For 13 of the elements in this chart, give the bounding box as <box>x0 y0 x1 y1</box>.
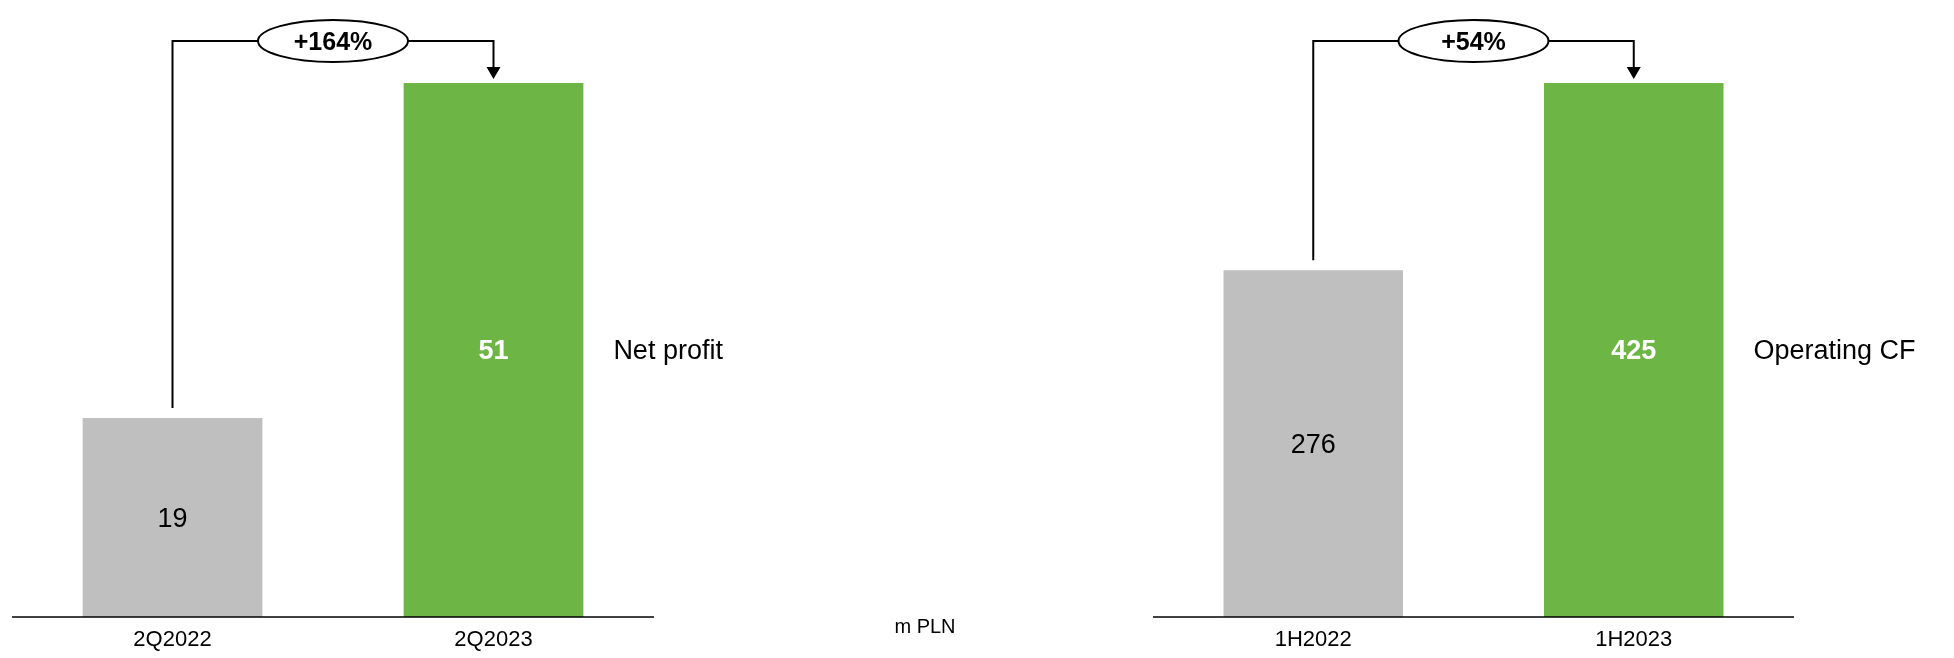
data-label: 425 <box>1611 335 1657 365</box>
series-label: Operating CF <box>1753 335 1916 365</box>
x-tick-label: 1H2023 <box>1595 625 1673 651</box>
data-label: 19 <box>157 502 188 533</box>
x-tick-label: 1H2022 <box>1274 625 1352 651</box>
x-tick-label: 2Q2022 <box>133 625 212 651</box>
text: +54% <box>1441 27 1506 55</box>
x-tick-label: 2Q2023 <box>454 625 533 651</box>
series-label: Net profit <box>613 335 724 365</box>
text: +164% <box>293 27 373 55</box>
text: m PLN <box>894 615 956 637</box>
data-label: 276 <box>1290 428 1336 459</box>
data-label: 51 <box>478 335 509 365</box>
